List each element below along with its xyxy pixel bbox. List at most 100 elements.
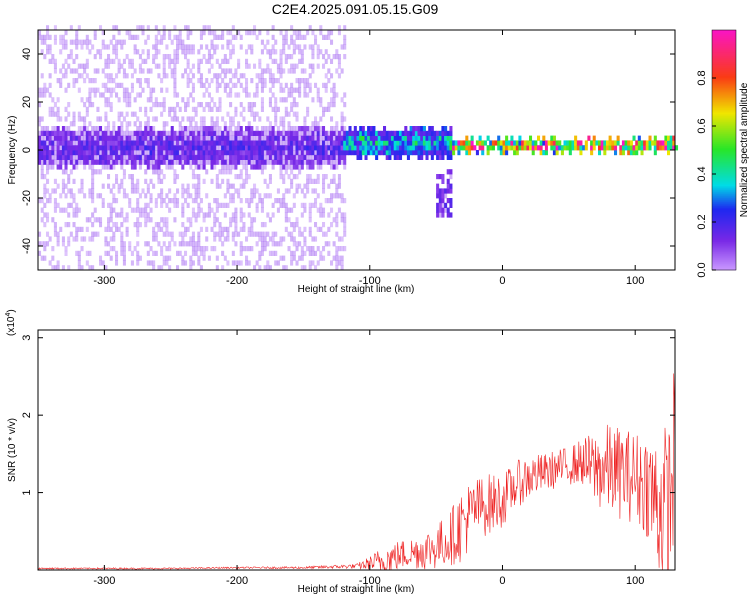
heatmap-cell	[215, 217, 219, 223]
heatmap-cell	[72, 164, 76, 170]
heatmap-cell	[51, 58, 55, 64]
heatmap-cell	[191, 116, 195, 122]
heatmap-cell	[128, 135, 132, 141]
colorbar-step	[712, 128, 736, 131]
heatmap-cell	[290, 154, 294, 160]
heatmap-cell	[282, 154, 286, 160]
heatmap-cell	[316, 178, 320, 184]
heatmap-cell	[433, 140, 437, 146]
heatmap-cell	[268, 73, 272, 79]
heatmap-cell	[340, 212, 344, 218]
heatmap-cell	[223, 87, 227, 93]
heatmap-cell	[266, 49, 270, 55]
heatmap-cell	[308, 44, 312, 50]
heatmap-cell	[332, 193, 336, 199]
heatmap-cell	[122, 174, 126, 180]
heatmap-cell	[337, 246, 341, 252]
heatmap-cell	[61, 150, 65, 156]
heatmap-cell	[300, 58, 304, 64]
heatmap-cell	[592, 140, 596, 146]
heatmap-cell	[125, 217, 129, 223]
heatmap-cell	[197, 68, 201, 74]
heatmap-cell	[99, 25, 103, 31]
heatmap-cell	[197, 154, 201, 160]
heatmap-cell	[165, 145, 169, 151]
heatmap-cell	[144, 217, 148, 223]
heatmap-cell	[104, 241, 108, 247]
colorbar-step	[712, 198, 736, 201]
heatmap-cell	[191, 241, 195, 247]
heatmap-cell	[191, 73, 195, 79]
heatmap-cell	[526, 145, 530, 151]
heatmap-cell	[194, 135, 198, 141]
heatmap-cell	[497, 145, 501, 151]
heatmap-cell	[399, 154, 403, 160]
heatmap-cell	[539, 145, 543, 151]
heatmap-cell	[388, 130, 392, 136]
heatmap-cell	[335, 183, 339, 189]
heatmap-cell	[322, 188, 326, 194]
colorbar-step	[712, 54, 736, 57]
heatmap-cell	[64, 106, 68, 112]
heatmap-cell	[632, 135, 636, 141]
heatmap-cell	[255, 111, 259, 117]
heatmap-cell	[221, 58, 225, 64]
heatmap-cell	[231, 121, 235, 127]
heatmap-cell	[51, 265, 55, 271]
heatmap-cell	[115, 82, 119, 88]
heatmap-cell	[138, 25, 142, 31]
heatmap-cell	[165, 154, 169, 160]
heatmap-cell	[351, 145, 355, 151]
colorbar-step	[712, 154, 736, 157]
heatmap-cell	[234, 241, 238, 247]
heatmap-cell	[165, 54, 169, 60]
heatmap-cell	[181, 260, 185, 266]
heatmap-cell	[266, 231, 270, 237]
heatmap-cell	[146, 121, 150, 127]
heatmap-cell	[165, 87, 169, 93]
heatmap-cell	[207, 154, 211, 160]
heatmap-cell	[239, 198, 243, 204]
heatmap-cell	[359, 126, 363, 132]
colorbar-step	[712, 164, 736, 167]
heatmap-cell	[210, 164, 214, 170]
heatmap-cell	[295, 164, 299, 170]
heatmap-cell	[144, 193, 148, 199]
heatmap-cell	[104, 58, 108, 64]
heatmap-cell	[112, 126, 116, 132]
heatmap-cell	[343, 154, 347, 160]
heatmap-cell	[364, 154, 368, 160]
heatmap-cell	[369, 135, 373, 141]
heatmap-cell	[75, 39, 79, 45]
heatmap-cell	[223, 154, 227, 160]
heatmap-cell	[330, 87, 334, 93]
heatmap-cell	[160, 102, 164, 108]
heatmap-cell	[144, 178, 148, 184]
heatmap-cell	[160, 265, 164, 271]
heatmap-cell	[425, 154, 429, 160]
heatmap-cell	[380, 135, 384, 141]
heatmap-cell	[202, 178, 206, 184]
heatmap-cell	[300, 255, 304, 261]
heatmap-cell	[107, 126, 111, 132]
heatmap-cell	[271, 164, 275, 170]
heatmap-cell	[414, 140, 418, 146]
heatmap-cell	[67, 236, 71, 242]
heatmap-cell	[404, 126, 408, 132]
heatmap-cell	[372, 140, 376, 146]
heatmap-cell	[542, 150, 546, 156]
heatmap-cell	[279, 135, 283, 141]
heatmap-cell	[645, 145, 649, 151]
heatmap-cell	[215, 154, 219, 160]
heatmap-cell	[290, 231, 294, 237]
heatmap-cell	[215, 150, 219, 156]
heatmap-cell	[88, 159, 92, 165]
heatmap-cell	[40, 87, 44, 93]
heatmap-cell	[298, 44, 302, 50]
heatmap-cell	[369, 130, 373, 136]
heatmap-cell	[348, 126, 352, 132]
heatmap-cell	[168, 140, 172, 146]
heatmap-cell	[234, 164, 238, 170]
heatmap-cell	[343, 44, 347, 50]
